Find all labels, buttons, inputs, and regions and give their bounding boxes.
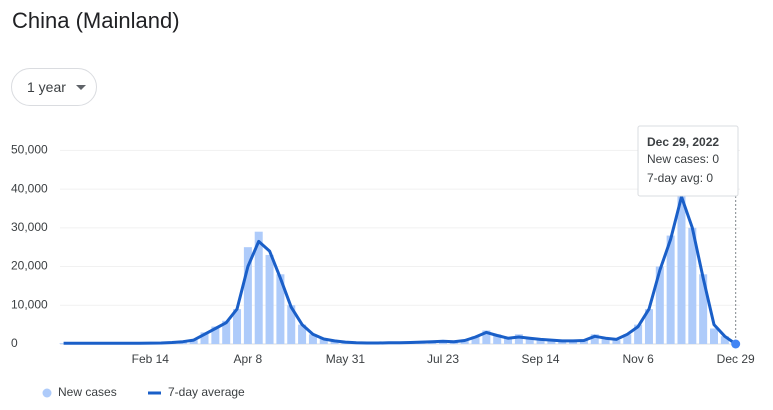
bar bbox=[298, 324, 307, 344]
bar bbox=[688, 227, 697, 344]
bar bbox=[460, 340, 469, 344]
bar bbox=[666, 235, 675, 344]
bar bbox=[243, 247, 252, 344]
bar bbox=[276, 274, 285, 344]
tooltip-box bbox=[637, 125, 739, 197]
y-tick-label: 30,000 bbox=[11, 220, 48, 234]
bar bbox=[601, 338, 610, 344]
bar bbox=[699, 274, 708, 344]
bar bbox=[525, 338, 534, 344]
average-line bbox=[63, 195, 737, 346]
tooltip-line: 7-day avg: 0 bbox=[647, 171, 713, 185]
bar bbox=[200, 332, 209, 344]
bar bbox=[677, 189, 686, 344]
bar bbox=[547, 340, 556, 344]
bar bbox=[720, 336, 729, 344]
x-tick-label: Jul 23 bbox=[427, 352, 459, 366]
y-tick-label: 50,000 bbox=[11, 143, 48, 157]
bar bbox=[308, 334, 317, 344]
bar bbox=[514, 334, 523, 344]
tooltip: Dec 29, 2022 New cases: 0 7-day avg: 0 bbox=[637, 125, 739, 197]
bar bbox=[482, 330, 491, 344]
x-tick-label: Dec 29 bbox=[717, 352, 755, 366]
bar bbox=[655, 266, 664, 344]
legend-label: 7-day average bbox=[168, 385, 245, 399]
legend-label: New cases bbox=[58, 385, 117, 399]
x-tick-label: Sep 14 bbox=[522, 352, 560, 366]
y-tick-label: 40,000 bbox=[11, 181, 48, 195]
tooltip-line: New cases: 0 bbox=[647, 152, 719, 166]
x-tick-label: Apr 8 bbox=[234, 352, 263, 366]
x-tick-label: May 31 bbox=[326, 352, 366, 366]
range-label: 1 year bbox=[27, 79, 66, 95]
y-tick-label: 20,000 bbox=[11, 259, 48, 273]
bar bbox=[287, 305, 296, 344]
hover-dot bbox=[731, 339, 741, 349]
range-dropdown[interactable]: 1 year bbox=[11, 68, 97, 106]
bar bbox=[558, 340, 567, 344]
bar bbox=[569, 341, 578, 344]
bar bbox=[189, 340, 198, 344]
y-tick-label: 10,000 bbox=[11, 297, 48, 311]
bar bbox=[710, 328, 718, 344]
bar bbox=[536, 339, 545, 344]
bar bbox=[644, 309, 653, 344]
x-tick-label: Feb 14 bbox=[132, 352, 170, 366]
bar bbox=[233, 309, 242, 344]
bar bbox=[254, 231, 263, 344]
dropdown-caret bbox=[75, 84, 86, 90]
bar bbox=[471, 336, 480, 344]
bar bbox=[634, 324, 643, 344]
x-tick-label: Nov 6 bbox=[622, 352, 654, 366]
bar bbox=[504, 338, 513, 344]
bar bbox=[590, 334, 599, 344]
tooltip-date: Dec 29, 2022 bbox=[647, 135, 719, 149]
page-title: China (Mainland) bbox=[12, 8, 180, 33]
bar bbox=[623, 334, 632, 344]
bar bbox=[265, 254, 274, 344]
bar bbox=[319, 338, 328, 344]
bar bbox=[330, 340, 339, 344]
bar bbox=[493, 334, 502, 344]
y-tick-label: 0 bbox=[11, 336, 18, 350]
bar bbox=[211, 326, 220, 344]
bar bbox=[612, 340, 621, 344]
bar bbox=[579, 340, 588, 344]
legend-swatch bbox=[42, 388, 52, 398]
bar bbox=[222, 320, 231, 344]
